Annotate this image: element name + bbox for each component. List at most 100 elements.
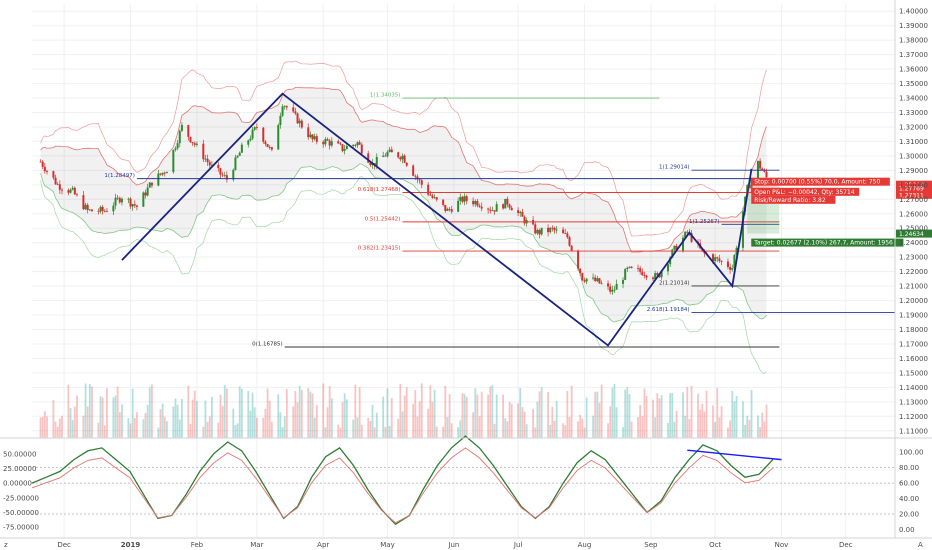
volume-bar	[652, 399, 654, 438]
volume-bar	[56, 426, 59, 438]
candle-body	[193, 143, 196, 145]
candle-body	[645, 275, 648, 278]
volume-bar	[172, 406, 175, 438]
candle-body	[639, 268, 642, 272]
candle-body	[101, 206, 104, 211]
candle-body	[285, 106, 288, 108]
candle-body	[279, 115, 282, 126]
volume-bar	[217, 422, 220, 438]
volume-bar	[748, 419, 751, 438]
volume-bar	[369, 421, 372, 438]
osc-right-tick: 20.00	[899, 511, 919, 519]
candle-body	[521, 211, 524, 217]
volume-bar	[742, 401, 744, 438]
volume-bar	[660, 395, 663, 438]
osc-right-tick: 100.00	[899, 449, 924, 457]
volume-bar	[521, 407, 524, 438]
time-tick-label: Dec	[839, 541, 853, 549]
candle-body	[103, 210, 106, 212]
lower-band	[40, 163, 767, 323]
volume-bar	[339, 427, 342, 438]
volume-bar	[656, 393, 659, 438]
candle-body	[684, 231, 687, 238]
volume-bar	[206, 421, 209, 438]
volume-bar	[67, 384, 70, 438]
volume-bar	[763, 421, 766, 438]
volume-bar	[375, 412, 378, 438]
osc-right-tick: 80.00	[899, 464, 919, 472]
candle-body	[495, 204, 498, 212]
rr-label: Risk/Reward Ratio: 3.82	[754, 197, 826, 204]
candle-body	[382, 155, 385, 157]
volume-bar	[630, 421, 633, 438]
volume-bar	[166, 421, 168, 438]
volume-bar	[729, 420, 732, 438]
time-tick-label: Nov	[775, 541, 789, 549]
volume-bar	[157, 427, 160, 438]
candle-body	[311, 134, 314, 140]
volume-bar	[534, 427, 537, 438]
candle-body	[129, 198, 132, 207]
candle-body	[731, 268, 734, 270]
volume-bar	[609, 406, 612, 438]
candle-body	[536, 229, 539, 234]
candle-body	[75, 194, 78, 196]
volume-bar	[101, 397, 104, 438]
candle-body	[343, 149, 346, 151]
volume-bar	[148, 387, 151, 438]
candle-body	[658, 275, 661, 278]
candle-body	[144, 192, 147, 196]
candle-body	[131, 204, 134, 207]
candle-body	[206, 158, 209, 163]
candle-body	[660, 271, 663, 278]
candle-body	[369, 162, 372, 166]
candle-body	[506, 198, 509, 205]
candle-body	[345, 146, 348, 150]
volume-bar	[699, 409, 702, 438]
osc-left-tick: -75.00000	[3, 524, 39, 532]
candle-body	[208, 162, 211, 166]
volume-bar	[502, 394, 505, 438]
volume-bar	[298, 385, 301, 438]
volume-bar	[136, 412, 138, 438]
volume-bar	[690, 385, 693, 438]
time-tick-label: Sep	[644, 541, 658, 549]
volume-bar	[88, 383, 91, 438]
candle-body	[236, 155, 239, 158]
volume-bar	[731, 390, 734, 438]
volume-bar	[58, 418, 61, 438]
candle-body	[163, 172, 166, 174]
volume-bar	[450, 423, 453, 438]
volume-bar	[161, 403, 164, 438]
volume-bar	[654, 417, 657, 438]
candle-body	[39, 161, 42, 163]
candle-body	[463, 196, 466, 202]
time-tick-label: May	[380, 541, 394, 549]
candle-body	[266, 144, 269, 148]
candle-body	[489, 209, 492, 211]
volume-bar	[326, 407, 329, 438]
candle-body	[232, 169, 235, 180]
candle-body	[354, 144, 357, 146]
candle-body	[386, 151, 389, 157]
candle-body	[669, 257, 672, 265]
fib-level-label: 0.618(1.27468)	[358, 187, 401, 193]
volume-bar	[187, 385, 190, 438]
volume-bar	[615, 407, 618, 438]
time-tick-label: Oct	[709, 541, 721, 549]
volume-bar	[84, 383, 87, 438]
volume-bar	[268, 400, 271, 438]
candle-body	[673, 245, 676, 250]
price-tick-label: 1.34000	[899, 95, 928, 103]
volume-bar	[264, 408, 267, 438]
candle-body	[412, 165, 415, 176]
price-tick-label: 1.33000	[899, 109, 928, 117]
volume-bar	[354, 384, 357, 438]
volume-bar	[341, 402, 344, 438]
volume-bar	[292, 406, 295, 438]
candle-body	[159, 173, 162, 175]
volume-bar	[532, 409, 534, 438]
position-tool[interactable]: Stop: 0.00700 (0.55%) 70.0, Amount: 750 O…	[747, 177, 932, 247]
volume-bar	[626, 387, 629, 438]
